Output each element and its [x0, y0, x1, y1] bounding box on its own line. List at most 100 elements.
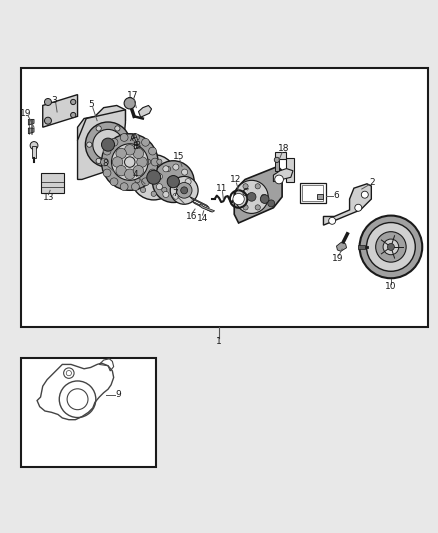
Circle shape	[110, 178, 118, 185]
Circle shape	[113, 157, 123, 167]
Bar	[286, 158, 294, 182]
Circle shape	[182, 188, 188, 194]
Text: 11: 11	[216, 184, 227, 192]
Text: 16: 16	[186, 212, 198, 221]
Circle shape	[124, 98, 135, 109]
Polygon shape	[199, 204, 215, 212]
Text: 10: 10	[385, 282, 397, 292]
Text: 3: 3	[52, 96, 57, 105]
Circle shape	[233, 193, 244, 205]
Circle shape	[124, 144, 135, 155]
Circle shape	[124, 142, 129, 147]
Circle shape	[141, 139, 149, 146]
Bar	[318, 194, 322, 199]
Circle shape	[116, 165, 127, 176]
Bar	[302, 184, 323, 201]
Text: C: C	[243, 188, 249, 197]
Text: 18: 18	[278, 144, 289, 154]
Text: 5: 5	[88, 100, 94, 109]
Circle shape	[182, 169, 188, 175]
Circle shape	[376, 232, 406, 262]
Bar	[21, 358, 156, 467]
Circle shape	[275, 175, 283, 184]
Text: A: A	[130, 134, 136, 143]
Circle shape	[170, 176, 198, 204]
Circle shape	[133, 148, 144, 159]
Circle shape	[260, 195, 269, 204]
Circle shape	[261, 194, 266, 199]
Bar	[358, 245, 365, 249]
Circle shape	[103, 169, 111, 177]
Polygon shape	[234, 166, 282, 223]
Text: 9: 9	[115, 390, 121, 399]
Bar	[300, 182, 325, 204]
Circle shape	[120, 134, 128, 141]
Circle shape	[45, 99, 51, 106]
Circle shape	[181, 187, 187, 194]
Polygon shape	[323, 184, 371, 225]
Circle shape	[361, 191, 368, 198]
Circle shape	[96, 158, 101, 164]
Circle shape	[115, 158, 120, 164]
Text: 13: 13	[42, 193, 54, 202]
Circle shape	[173, 164, 179, 170]
Circle shape	[177, 182, 192, 198]
Text: 4: 4	[133, 169, 138, 179]
Circle shape	[115, 126, 120, 131]
Polygon shape	[78, 110, 125, 180]
Text: C: C	[241, 189, 247, 198]
Circle shape	[71, 112, 76, 118]
Circle shape	[110, 139, 118, 146]
Circle shape	[185, 179, 191, 184]
Bar	[41, 173, 64, 192]
Circle shape	[156, 184, 162, 190]
Circle shape	[102, 134, 158, 190]
Text: 7: 7	[172, 189, 177, 198]
Bar	[275, 152, 286, 158]
Circle shape	[141, 178, 149, 185]
Circle shape	[235, 180, 268, 213]
Circle shape	[151, 191, 156, 197]
Circle shape	[137, 166, 142, 172]
Circle shape	[255, 184, 260, 189]
Circle shape	[167, 175, 180, 188]
Text: 2: 2	[369, 179, 375, 188]
Circle shape	[383, 239, 399, 255]
Circle shape	[157, 159, 162, 164]
Circle shape	[30, 142, 38, 149]
Circle shape	[85, 122, 131, 167]
Circle shape	[145, 159, 151, 164]
Text: B: B	[132, 142, 138, 151]
Circle shape	[87, 142, 92, 147]
Circle shape	[93, 130, 123, 160]
Circle shape	[131, 183, 139, 191]
Circle shape	[141, 187, 146, 192]
Polygon shape	[28, 119, 34, 125]
Circle shape	[116, 148, 127, 159]
Circle shape	[328, 217, 336, 224]
Circle shape	[163, 191, 169, 198]
Circle shape	[167, 177, 173, 183]
Circle shape	[151, 158, 159, 166]
Circle shape	[71, 99, 76, 104]
Circle shape	[45, 117, 51, 124]
Circle shape	[360, 215, 422, 278]
Circle shape	[148, 147, 156, 155]
Circle shape	[137, 157, 147, 167]
Text: 17: 17	[127, 91, 138, 100]
Circle shape	[163, 166, 169, 172]
Text: 14: 14	[197, 214, 208, 223]
Circle shape	[162, 187, 167, 192]
Circle shape	[237, 194, 242, 199]
Polygon shape	[43, 94, 78, 127]
Circle shape	[243, 205, 248, 210]
Circle shape	[152, 161, 194, 203]
Circle shape	[255, 205, 260, 210]
Polygon shape	[28, 128, 34, 134]
Text: A: A	[131, 133, 138, 142]
Circle shape	[135, 177, 140, 183]
Circle shape	[243, 184, 248, 189]
Circle shape	[274, 157, 279, 163]
Circle shape	[102, 138, 115, 151]
Polygon shape	[275, 160, 279, 171]
